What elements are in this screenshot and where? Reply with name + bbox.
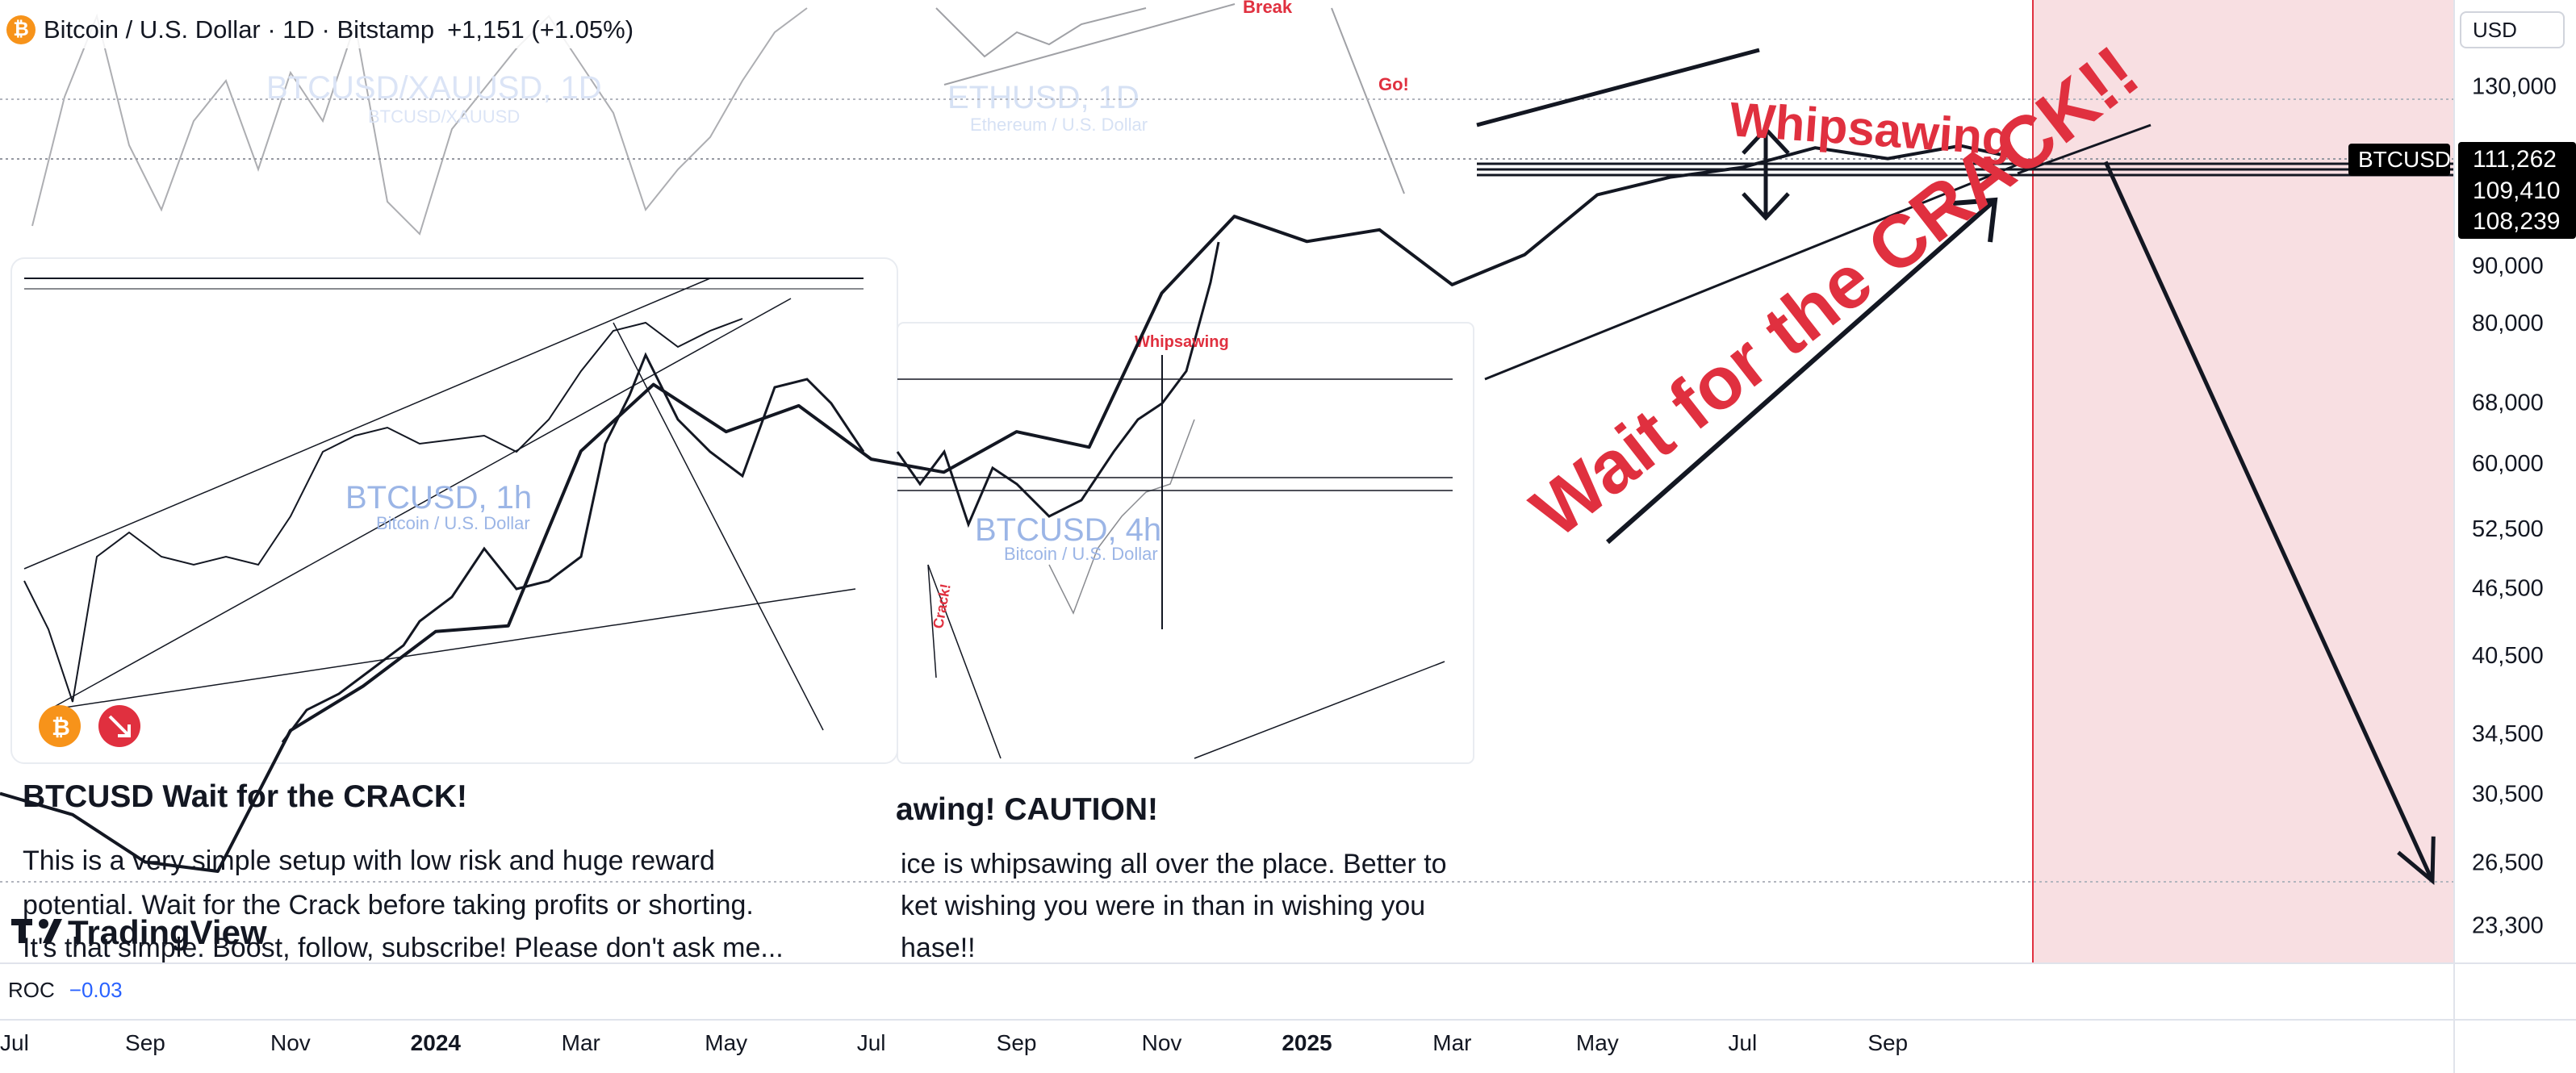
idea-left-title[interactable]: BTCUSD Wait for the CRACK!: [23, 779, 468, 814]
x-tick-label: Nov: [270, 1030, 311, 1055]
y-axis-ticks: 130,000 90,000 80,000 68,000 60,000 52,500 46,…: [2472, 73, 2557, 938]
y-tick-label: 60,000: [2472, 451, 2544, 477]
idea-left-line-1: This is a very simple setup with low ris…: [23, 845, 715, 876]
projection-arrow: [2103, 161, 2435, 882]
symbol-title: Bitcoin / U.S. Dollar · 1D · Bitstamp: [44, 15, 435, 44]
thumb-btcusd-4h-symbol: BTCUSD, 4h: [975, 512, 1161, 548]
roc-label: ROC: [8, 978, 55, 1002]
y-tick-label: 34,500: [2472, 721, 2544, 747]
x-tick-label: Sep: [1867, 1030, 1908, 1055]
y-tick-label: 90,000: [2472, 253, 2544, 279]
currency-selector[interactable]: USD: [2460, 11, 2565, 48]
bg-thumbnail-2-go: Go!: [1378, 74, 1409, 94]
x-tick-label: May: [1576, 1030, 1619, 1055]
bitcoin-badge-icon: [39, 705, 81, 747]
short-arrow-head-icon: [118, 724, 131, 737]
short-arrow-icon: [108, 715, 131, 737]
price-change: +1,151 (+1.05%): [447, 15, 634, 44]
price-level-3: 108,239: [2473, 208, 2560, 235]
trendline-upper: [1476, 48, 1760, 127]
x-tick-label: 2024: [411, 1030, 462, 1055]
bg-thumbnail-1-symbol: BTCUSD/XAUUSD, 1D: [266, 70, 602, 106]
y-tick-label: 23,300: [2472, 912, 2544, 938]
crack-arrow-head: [1952, 197, 1998, 243]
idea-card-left-preview[interactable]: BTCUSD, 1h Bitcoin / U.S. Dollar ₿: [10, 257, 898, 764]
x-tick-label: Nov: [1142, 1030, 1182, 1055]
crack-arrow: [1606, 198, 1997, 545]
x-tick-label: Mar: [562, 1030, 600, 1055]
y-tick-label: 80,000: [2472, 311, 2544, 336]
roc-value: −0.03: [69, 978, 123, 1002]
tradingview-wordmark: TradingView: [68, 913, 267, 951]
idea-right-line-2: ket wishing you were in than in wishing …: [901, 891, 1426, 921]
range-arrow-down-head: [1742, 192, 1790, 221]
idea-left-line-3: It's that simple. Boost, follow, subscri…: [23, 933, 784, 963]
symbol-legend[interactable]: ₿ Bitcoin / U.S. Dollar · 1D · Bitstamp …: [6, 11, 641, 48]
tradingview-logo[interactable]: TradingView: [11, 913, 267, 952]
x-tick-label: Sep: [125, 1030, 165, 1055]
idea-card-right-preview[interactable]: BTCUSD, 4h Bitcoin / U.S. Dollar Whipsaw…: [896, 241, 1474, 764]
trendline-lower: [1484, 160, 2026, 381]
y-tick-label: 30,500: [2472, 781, 2544, 807]
idea-right-line-1: ice is whipsawing all over the place. Be…: [901, 849, 1447, 879]
idea-right-line-3: hase!!: [901, 933, 976, 963]
x-tick-label: Mar: [1432, 1030, 1471, 1055]
x-tick-label: Sep: [997, 1030, 1037, 1055]
y-tick-label: 130,000: [2472, 73, 2557, 99]
x-tick-label: 2025: [1282, 1030, 1332, 1055]
x-tick-label: Jul: [0, 1030, 29, 1055]
y-tick-label: 40,500: [2472, 643, 2544, 669]
bg-thumbnail-2: ETHUSD, 1D Ethereum / U.S. Dollar: [935, 3, 1405, 194]
x-axis-ticks[interactable]: Jul Sep Nov 2024 Mar May Jul Sep Nov 2025 Mar May Ju…: [0, 1030, 1908, 1055]
range-arrow-up-head: [1742, 126, 1790, 155]
thumb-btcusd-1h-symbol: BTCUSD, 1h: [345, 480, 532, 516]
symbol-tag-label: BTCUSD: [2358, 147, 2451, 172]
x-tick-label: May: [705, 1030, 747, 1055]
y-tick-label: 68,000: [2472, 390, 2544, 415]
y-tick-label: 46,500: [2472, 575, 2544, 601]
last-price-value: 111,262: [2473, 146, 2557, 173]
tradingview-mark-icon: [11, 919, 62, 946]
symbol-tag: [2348, 144, 2450, 176]
thumb-btcusd-4h-desc: Bitcoin / U.S. Dollar: [1004, 544, 1158, 564]
thumb-btcusd-4h-whip: Whipsawing: [1135, 333, 1229, 351]
thumb-btcusd-1h-desc: Bitcoin / U.S. Dollar: [376, 513, 530, 533]
trendline-breakout: [2017, 123, 2152, 175]
x-tick-label: Jul: [857, 1030, 886, 1055]
projection-arrow-head: [2397, 836, 2436, 886]
price-level-2: 109,410: [2473, 177, 2560, 204]
last-price-tag: [2458, 142, 2576, 239]
bitcoin-badge-glyph: ₿: [52, 715, 70, 740]
bg-thumbnail-2-desc: Ethereum / U.S. Dollar: [970, 115, 1148, 135]
bg-thumbnail-1-desc: BTCUSD/XAUUSD: [368, 106, 520, 127]
y-tick-label: 26,500: [2472, 850, 2544, 876]
bg-thumbnail-2-symbol: ETHUSD, 1D: [947, 80, 1140, 115]
idea-right-title[interactable]: awing! CAUTION!: [896, 792, 1158, 827]
x-tick-label: Jul: [1728, 1030, 1757, 1055]
bg-thumbnail-2-break: Break: [1243, 0, 1293, 17]
bitcoin-icon: ₿: [6, 15, 36, 44]
y-tick-label: 52,500: [2472, 516, 2544, 542]
roc-indicator[interactable]: ROC −0.03: [8, 978, 123, 1003]
idea-left-line-2: potential. Wait for the Crack before tak…: [23, 890, 754, 921]
